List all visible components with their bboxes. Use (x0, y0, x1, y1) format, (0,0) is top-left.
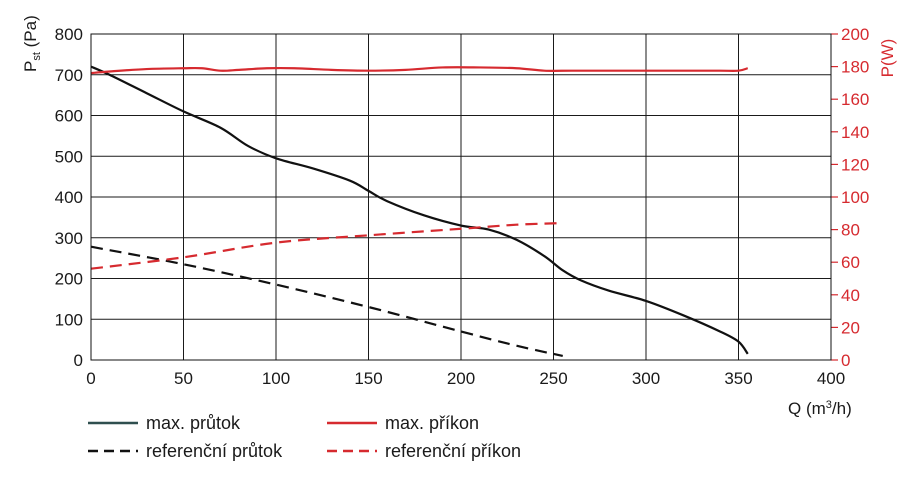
x-label-suffix: /h) (832, 399, 852, 418)
legend-label-max-prutok: max. průtok (146, 413, 241, 433)
y-right-tick-label: 140 (841, 123, 869, 142)
series-lines (90, 65, 749, 358)
y-left-tick-label: 600 (55, 107, 83, 126)
x-tick-label: 0 (86, 369, 95, 388)
y-right-tick-label: 60 (841, 253, 860, 272)
y-right-tick-label: 200 (841, 25, 869, 44)
series-line-referencni-prikon (90, 221, 563, 270)
x-tick-label: 200 (447, 369, 475, 388)
y-right-tick-label: 20 (841, 318, 860, 337)
y-left-axis-label: Pst (Pa) (21, 15, 43, 72)
plot-frame (90, 33, 832, 361)
y-right-tick-label: 180 (841, 58, 869, 77)
y-right-tick-label: 100 (841, 188, 869, 207)
y-right-tick-label: 80 (841, 221, 860, 240)
legend-label-referencni-prutok: referenční průtok (146, 441, 283, 461)
y-right-tick-label: 40 (841, 286, 860, 305)
legend-label-max-prikon: max. příkon (385, 413, 479, 433)
y-left-tick-label: 700 (55, 66, 83, 85)
y-left-tick-label: 0 (74, 351, 83, 370)
tick-labels: 0 50 100 150 200 250 300 350 4000100200300400500… (55, 25, 870, 388)
legend: max. průtok max. příkon referenční průto… (88, 413, 521, 461)
x-tick-label: 50 (174, 369, 193, 388)
y-right-tick-label: 0 (841, 351, 850, 370)
y-left-tick-label: 400 (55, 188, 83, 207)
grid (90, 33, 832, 361)
y-left-tick-label: 800 (55, 25, 83, 44)
y-left-label-sub: st (31, 52, 43, 61)
legend-item-max-prikon: max. příkon (327, 413, 479, 433)
series-line-referencni-prutok (90, 245, 563, 358)
legend-item-max-prutok: max. průtok (88, 413, 241, 433)
legend-label-referencni-prikon: referenční příkon (385, 441, 521, 461)
y-left-label-suffix: (Pa) (21, 15, 40, 52)
x-tick-label: 100 (262, 369, 290, 388)
x-tick-label: 250 (539, 369, 567, 388)
y-left-tick-label: 100 (55, 310, 83, 329)
x-axis-label: Q (m3/h) (788, 399, 852, 418)
x-tick-label: 300 (632, 369, 660, 388)
y-left-tick-label: 500 (55, 147, 83, 166)
series-line-max-prutok (90, 65, 749, 355)
y-right-axis-label: P(W) (878, 39, 897, 78)
x-tick-label: 150 (354, 369, 382, 388)
x-tick-label: 350 (724, 369, 752, 388)
y-right-tick-label: 120 (841, 155, 869, 174)
y-left-tick-label: 300 (55, 229, 83, 248)
y-left-label-main: P (21, 61, 40, 72)
y-right-tick-label: 160 (841, 90, 869, 109)
legend-item-referencni-prikon: referenční příkon (327, 441, 521, 461)
legend-item-referencni-prutok: referenční průtok (88, 441, 283, 461)
x-label-sup: 3 (826, 399, 832, 411)
series-line-max-prikon (90, 66, 749, 75)
x-tick-label: 400 (817, 369, 845, 388)
x-label-prefix: Q (m (788, 399, 826, 418)
y-left-tick-label: 200 (55, 270, 83, 289)
